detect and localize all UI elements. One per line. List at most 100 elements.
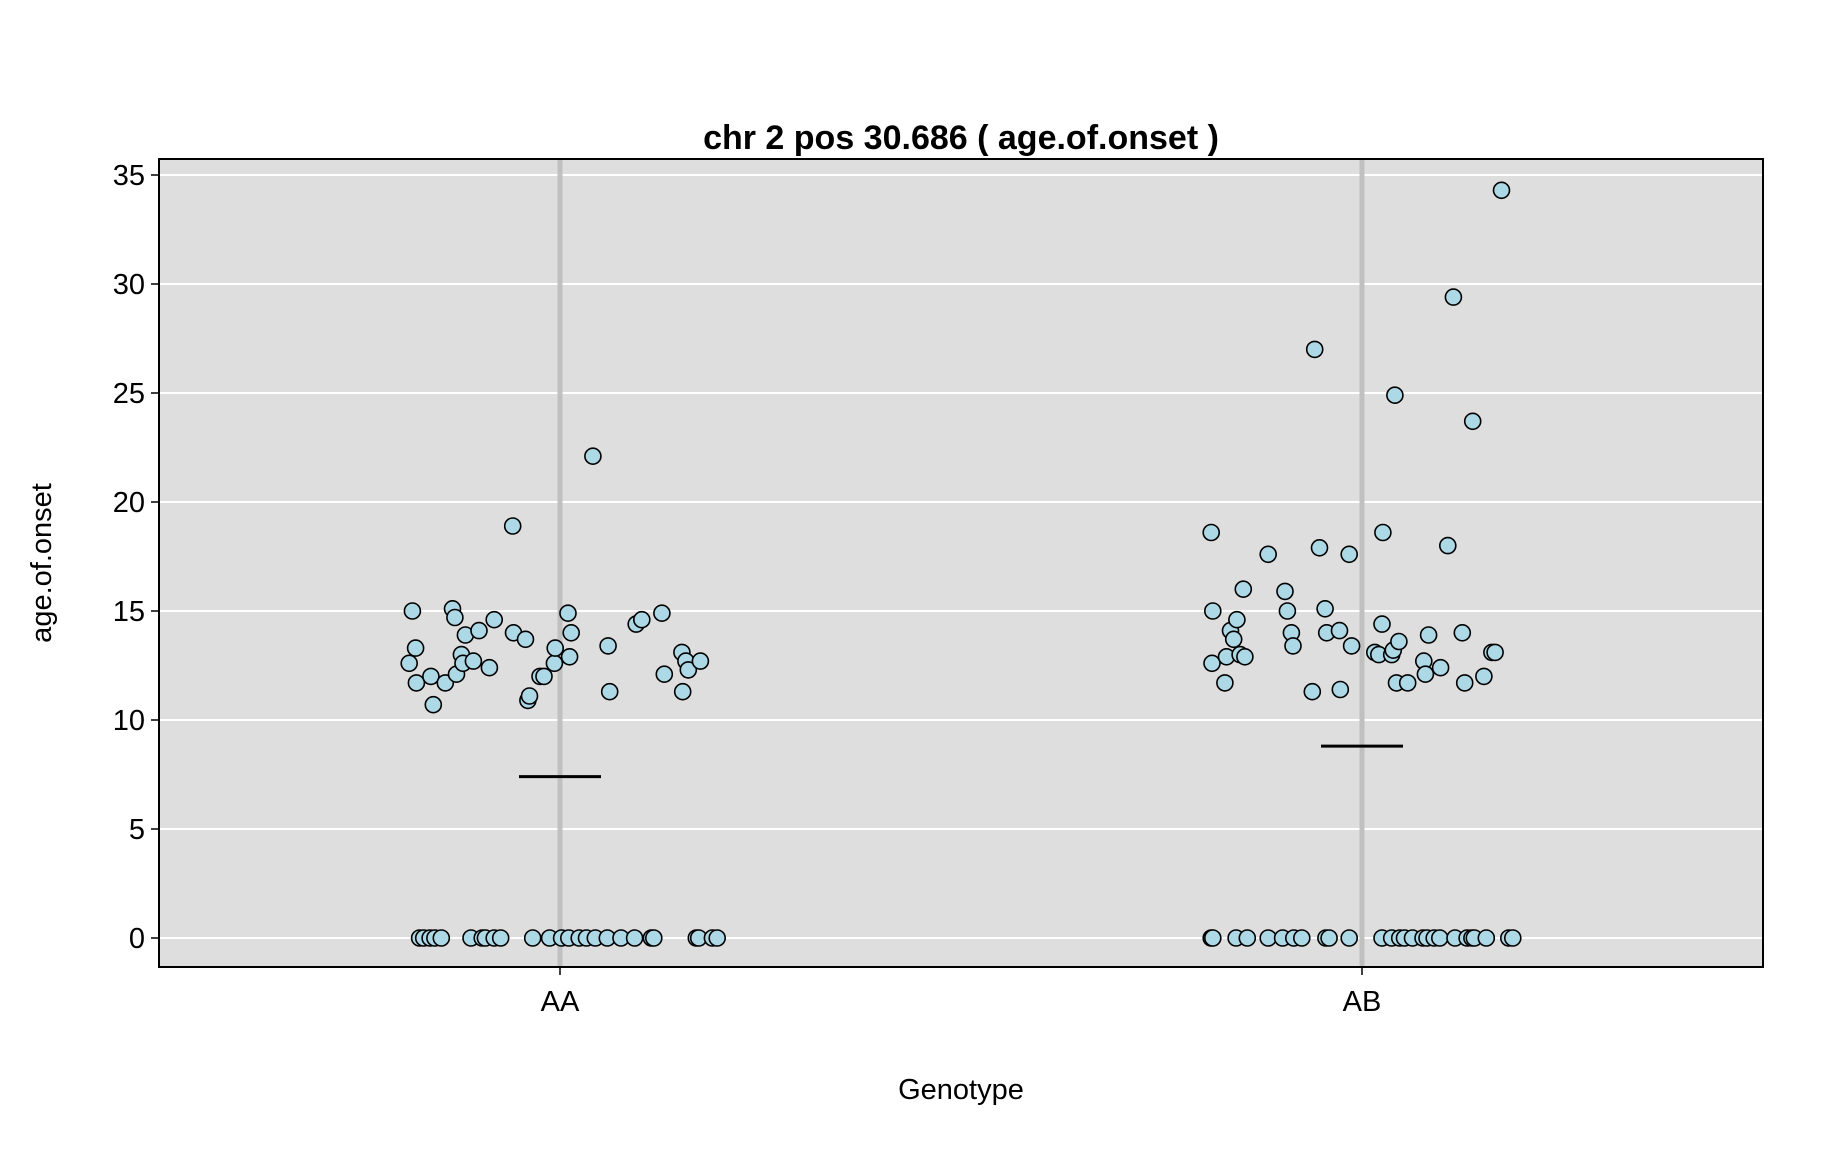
data-point bbox=[1475, 667, 1493, 686]
data-point bbox=[1216, 674, 1234, 692]
y-tick-label: 25 bbox=[113, 378, 145, 410]
data-point bbox=[1477, 929, 1496, 947]
data-point bbox=[406, 639, 425, 657]
data-point bbox=[1293, 929, 1311, 947]
data-point bbox=[560, 647, 579, 666]
data-point bbox=[1331, 680, 1350, 699]
data-point bbox=[1342, 637, 1361, 655]
y-tick-label: 10 bbox=[113, 705, 145, 737]
data-point bbox=[1278, 602, 1297, 620]
data-point bbox=[503, 517, 522, 535]
y-tick-label: 0 bbox=[129, 923, 145, 955]
data-point bbox=[535, 667, 553, 686]
data-point bbox=[1444, 288, 1463, 306]
data-point bbox=[708, 929, 727, 947]
data-point bbox=[625, 929, 644, 947]
data-point bbox=[1398, 674, 1417, 692]
data-point bbox=[1259, 545, 1277, 564]
data-point bbox=[424, 695, 443, 714]
data-point bbox=[1463, 412, 1482, 431]
data-point bbox=[1305, 340, 1324, 359]
data-point bbox=[584, 447, 602, 466]
y-tick-label: 5 bbox=[129, 814, 145, 846]
x-tick-label: AA bbox=[541, 986, 580, 1018]
data-point bbox=[655, 665, 674, 684]
y-axis-label: age.of.onset bbox=[26, 483, 58, 643]
data-point bbox=[1203, 654, 1221, 673]
x-axis-label: Genotype bbox=[898, 1074, 1024, 1106]
y-tick-label: 15 bbox=[113, 596, 145, 628]
data-point bbox=[1486, 643, 1504, 662]
x-axis: AA AB bbox=[541, 967, 1382, 1018]
data-point bbox=[1284, 637, 1302, 655]
data-point bbox=[1386, 386, 1404, 405]
data-point bbox=[1431, 658, 1450, 677]
y-axis: 0 5 10 15 20 25 30 35 bbox=[113, 160, 159, 955]
data-point bbox=[653, 604, 671, 623]
data-point bbox=[1390, 632, 1408, 651]
data-point bbox=[1310, 538, 1329, 557]
data-points bbox=[400, 181, 1522, 947]
data-point bbox=[470, 621, 488, 640]
data-point bbox=[1224, 630, 1243, 649]
data-point bbox=[691, 652, 710, 670]
data-point bbox=[403, 602, 422, 620]
plot-frame bbox=[158, 158, 1764, 968]
data-point bbox=[1204, 602, 1222, 620]
group-lines bbox=[557, 160, 1365, 966]
data-point bbox=[1204, 929, 1222, 947]
data-point bbox=[1340, 545, 1358, 564]
data-point bbox=[599, 637, 617, 655]
data-point bbox=[673, 682, 692, 701]
plot-area bbox=[158, 158, 1764, 968]
data-point bbox=[1453, 623, 1472, 642]
data-point bbox=[1202, 523, 1220, 542]
data-point bbox=[1228, 610, 1246, 629]
data-point bbox=[679, 661, 698, 679]
data-point bbox=[480, 658, 499, 677]
data-point bbox=[1316, 599, 1334, 618]
data-point bbox=[1236, 647, 1254, 666]
data-point bbox=[1492, 181, 1511, 200]
data-point bbox=[446, 608, 464, 627]
data-point bbox=[1504, 929, 1522, 947]
data-point bbox=[485, 610, 504, 629]
data-point bbox=[422, 667, 440, 686]
data-point bbox=[491, 929, 510, 947]
data-point bbox=[520, 687, 539, 705]
x-tick-label: AB bbox=[1343, 986, 1382, 1018]
data-point bbox=[600, 682, 619, 701]
data-point bbox=[546, 639, 565, 657]
y-tick-label: 30 bbox=[113, 269, 145, 301]
data-point bbox=[1259, 929, 1277, 947]
data-point bbox=[1439, 536, 1457, 555]
data-point bbox=[1374, 523, 1392, 542]
data-point bbox=[1238, 929, 1257, 947]
data-point bbox=[545, 654, 564, 673]
data-point bbox=[1431, 929, 1449, 947]
data-point bbox=[516, 630, 535, 649]
data-point bbox=[407, 674, 426, 692]
data-point bbox=[1373, 615, 1391, 633]
data-point bbox=[523, 929, 542, 947]
mean-lines bbox=[519, 744, 1403, 779]
data-point bbox=[400, 654, 419, 673]
data-point bbox=[644, 929, 663, 947]
y-tick-label: 35 bbox=[113, 160, 145, 192]
data-point bbox=[562, 623, 581, 642]
data-point bbox=[1234, 580, 1253, 599]
data-point bbox=[1330, 621, 1349, 640]
y-tick-label: 20 bbox=[113, 487, 145, 519]
data-point bbox=[632, 610, 651, 629]
data-point bbox=[559, 604, 577, 623]
chart-title: chr 2 pos 30.686 ( age.of.onset ) bbox=[703, 119, 1219, 157]
data-point bbox=[1455, 674, 1474, 692]
data-point bbox=[1340, 929, 1358, 947]
data-point bbox=[1416, 665, 1435, 684]
data-point bbox=[1276, 582, 1294, 601]
data-point bbox=[432, 929, 451, 947]
data-point bbox=[464, 652, 483, 670]
data-point bbox=[1419, 626, 1438, 644]
data-point bbox=[1320, 929, 1338, 947]
